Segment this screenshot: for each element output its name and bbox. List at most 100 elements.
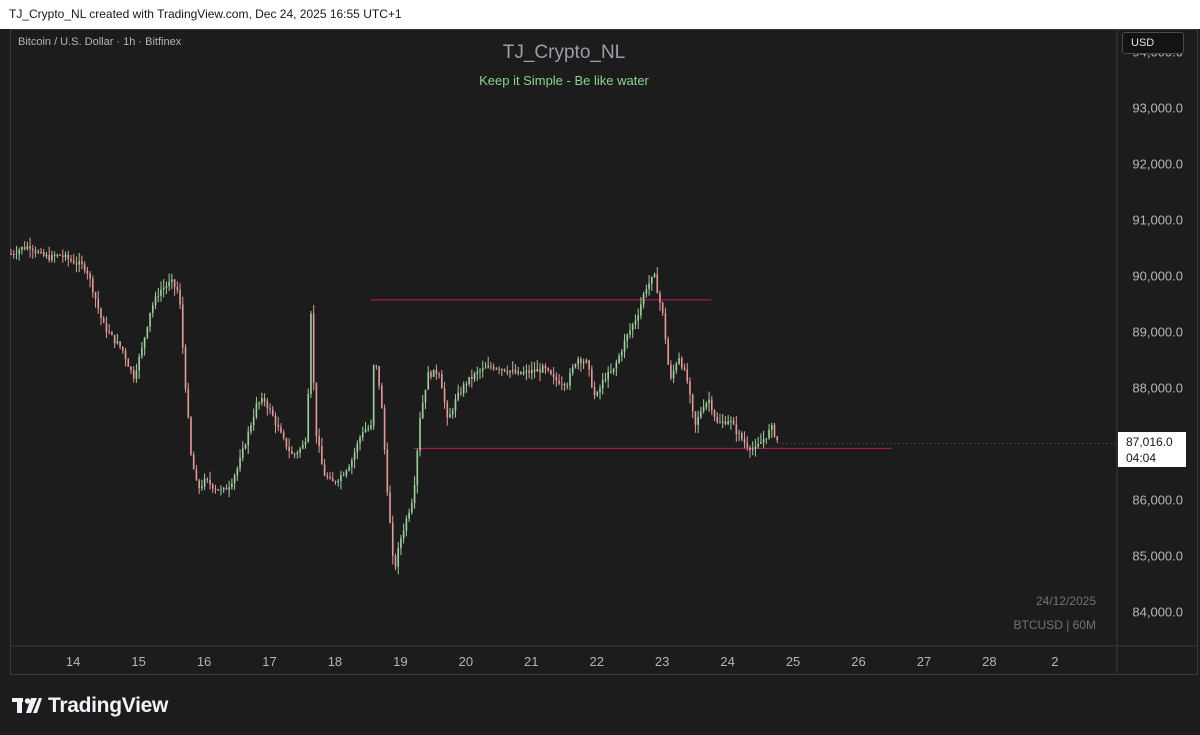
- watermark-title: TJ_Crypto_NL: [502, 42, 626, 63]
- candle-body: [56, 254, 59, 256]
- candle-body: [40, 251, 42, 253]
- candle-body: [402, 530, 405, 539]
- candle-body: [255, 403, 258, 417]
- attribution-text: TJ_Crypto_NL created with TradingView.co…: [9, 7, 402, 21]
- candle-body: [721, 421, 724, 423]
- candle-body: [64, 254, 67, 257]
- candle-body: [732, 420, 735, 425]
- candle-body: [762, 439, 765, 443]
- candle-body: [476, 371, 479, 374]
- candle-body: [675, 363, 678, 371]
- candle-body: [214, 488, 217, 490]
- candle-body: [449, 414, 451, 418]
- candle-body: [588, 360, 590, 370]
- candle-body: [70, 258, 72, 261]
- candle-body: [416, 450, 419, 486]
- stamp-date: 24/12/2025: [1035, 594, 1096, 608]
- time-tick-label: 16: [197, 654, 211, 669]
- candle-body: [394, 556, 397, 567]
- candle-body: [386, 449, 389, 493]
- candle-body: [146, 326, 149, 338]
- candle-body: [157, 295, 160, 297]
- candle-body: [552, 374, 555, 378]
- candle-body: [713, 410, 716, 417]
- candle-body: [503, 369, 506, 371]
- candle-body: [694, 411, 697, 425]
- candle-body: [645, 289, 648, 294]
- bar-countdown: 04:04: [1126, 451, 1157, 465]
- candle-body: [48, 254, 50, 261]
- candle-body: [569, 373, 571, 386]
- candle-body: [304, 441, 307, 445]
- candle-body: [768, 429, 770, 439]
- candle-body: [190, 417, 192, 455]
- candle-body: [149, 312, 151, 327]
- candle-body: [222, 487, 225, 490]
- candle-body: [757, 443, 759, 447]
- candle-body: [323, 464, 326, 476]
- candle-body: [18, 249, 20, 254]
- candle-body: [563, 384, 566, 386]
- candle-body: [100, 308, 102, 319]
- candle-body: [640, 304, 642, 316]
- candle-body: [299, 448, 301, 453]
- candle-body: [127, 359, 130, 367]
- time-tick-label: 19: [393, 654, 407, 669]
- candle-body: [318, 436, 320, 447]
- candle-body: [561, 383, 563, 385]
- candle-body: [607, 371, 609, 380]
- candle-body: [536, 368, 539, 372]
- candle-body: [555, 377, 558, 381]
- candle-body: [367, 428, 370, 430]
- currency-selector[interactable]: USD: [1122, 32, 1184, 54]
- candle-body: [331, 478, 334, 482]
- price-tick-label: 91,000.0: [1132, 212, 1183, 227]
- tradingview-logo-icon: [12, 698, 42, 713]
- tradingview-logo[interactable]: TradingView: [12, 694, 168, 718]
- candle-body: [138, 356, 140, 371]
- candle-body: [520, 371, 522, 374]
- candle-body: [337, 480, 340, 483]
- candle-body: [220, 489, 222, 491]
- candle-body: [209, 479, 211, 485]
- candle-body: [631, 324, 634, 331]
- candle-body: [481, 368, 484, 371]
- candle-body: [566, 385, 569, 387]
- candle-body: [460, 392, 462, 394]
- candle-body: [547, 368, 550, 371]
- candle-body: [411, 503, 413, 513]
- chart-frame[interactable]: [10, 29, 1198, 675]
- candle-body: [370, 425, 372, 429]
- candle-body: [364, 429, 367, 432]
- candle-body: [179, 290, 181, 305]
- candle-body: [86, 270, 89, 274]
- candle-body: [462, 384, 465, 394]
- candle-body: [288, 447, 290, 452]
- candle-body: [735, 424, 738, 435]
- candle-body: [659, 293, 661, 303]
- candle-body: [623, 340, 626, 352]
- candle-body: [498, 368, 500, 370]
- price-tick-label: 88,000.0: [1132, 380, 1183, 395]
- candle-body: [12, 254, 15, 256]
- candle-body: [261, 398, 263, 403]
- candle-body: [45, 254, 48, 256]
- candle-body: [492, 366, 495, 369]
- candle-body: [522, 372, 525, 374]
- candle-body: [656, 274, 659, 294]
- candle-body: [432, 369, 435, 377]
- candle-body: [383, 408, 386, 450]
- candle-body: [550, 370, 552, 375]
- price-tick-label: 85,000.0: [1132, 548, 1183, 563]
- candle-body: [274, 415, 277, 426]
- candle-body: [236, 468, 239, 476]
- candle-body: [708, 399, 710, 404]
- candle-body: [430, 371, 432, 377]
- candle-body: [307, 394, 310, 442]
- price-tick-label: 86,000.0: [1132, 492, 1183, 507]
- candle-body: [612, 368, 615, 372]
- candle-body: [340, 475, 342, 481]
- candle-body: [34, 250, 37, 253]
- candle-body: [165, 286, 168, 288]
- candle-body: [192, 454, 195, 470]
